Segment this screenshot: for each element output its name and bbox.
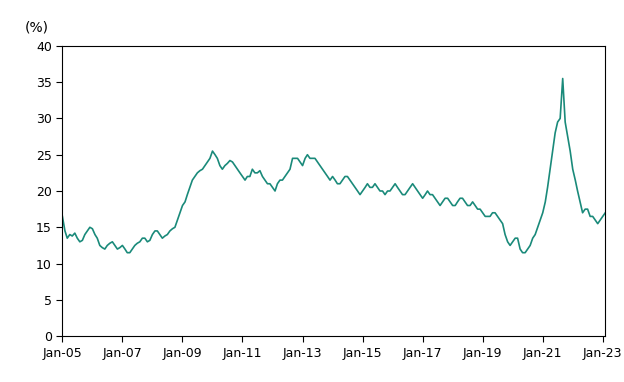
Text: (%): (%) [24, 20, 49, 34]
